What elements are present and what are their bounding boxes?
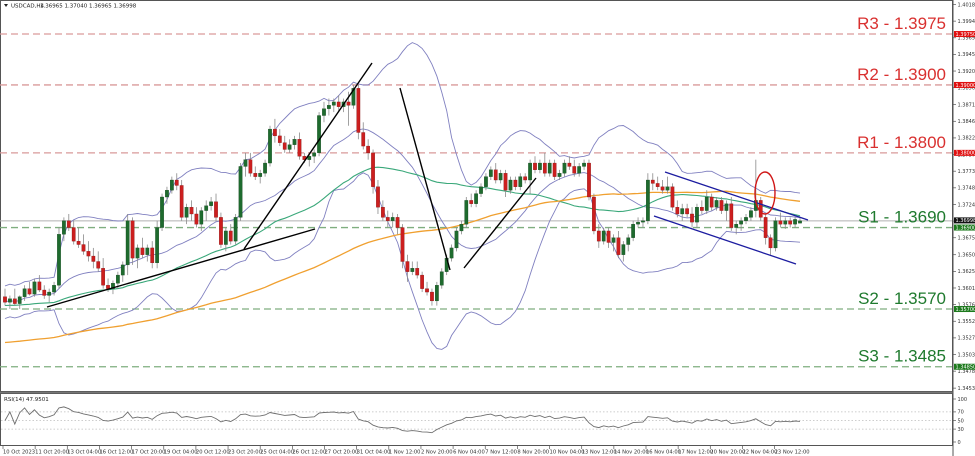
level-price-tag bbox=[954, 31, 975, 38]
time-tick: 1 Nov 12:00 bbox=[389, 450, 421, 456]
level-price-tag bbox=[954, 363, 975, 370]
price-tick: 1.36255 bbox=[958, 269, 975, 275]
svg-text:1.35700: 1.35700 bbox=[956, 307, 975, 313]
bollinger-upper-line bbox=[4, 42, 801, 287]
trend-drawings bbox=[46, 62, 809, 308]
price-tick: 1.34785 bbox=[958, 369, 975, 375]
level-price-tag bbox=[954, 306, 975, 313]
time-tick: 23 Oct 20:00 bbox=[228, 450, 262, 456]
svg-text:1.36900: 1.36900 bbox=[956, 225, 975, 231]
price-tick: 1.39205 bbox=[958, 69, 975, 75]
ohlc-values: 1.36965 1.37040 1.36965 1.36998 bbox=[40, 4, 137, 10]
rsi-line bbox=[4, 406, 801, 434]
current-price-tag bbox=[954, 217, 975, 224]
time-tick: 17 Oct 20:00 bbox=[132, 450, 166, 456]
highlight-ellipse bbox=[754, 171, 776, 215]
level-label-s1: S1 - 1.3690 bbox=[858, 208, 946, 227]
level-label-r1: R1 - 1.3800 bbox=[857, 133, 946, 152]
svg-text:1.34850: 1.34850 bbox=[956, 365, 975, 371]
price-tick: 1.38960 bbox=[958, 85, 975, 91]
time-tick: 10 Oct 2023 bbox=[3, 450, 35, 456]
symbol-label: USDCAD,H4 bbox=[11, 4, 44, 10]
svg-text:1.38000: 1.38000 bbox=[956, 151, 975, 157]
time-tick: 11 Oct 20:00 bbox=[35, 450, 69, 456]
svg-text:1.39000: 1.39000 bbox=[956, 83, 975, 89]
level-label-s3: S3 - 1.3485 bbox=[858, 347, 946, 366]
time-tick: 14 Nov 20:00 bbox=[614, 450, 649, 456]
time-tick: 6 Nov 04:00 bbox=[453, 450, 485, 456]
time-tick: 31 Oct 04:00 bbox=[357, 450, 391, 456]
price-tick: 1.38465 bbox=[958, 119, 975, 125]
rsi-tick: 70 bbox=[958, 410, 964, 416]
time-tick: 17 Nov 12:00 bbox=[678, 450, 713, 456]
price-tick: 1.34535 bbox=[958, 386, 975, 392]
time-tick: 16 Nov 04:00 bbox=[646, 450, 681, 456]
rsi-label: RSI(14) 47.9501 bbox=[4, 397, 49, 403]
price-tick: 1.39695 bbox=[958, 36, 975, 42]
level-price-tag bbox=[954, 81, 975, 88]
level-label-r3: R3 - 1.3975 bbox=[857, 14, 946, 33]
trendline-descending bbox=[399, 87, 451, 271]
channel-upper-line bbox=[664, 171, 809, 221]
trendline-ascending-short bbox=[463, 177, 537, 269]
chart-header: USDCAD,H4 1.36965 1.37040 1.36965 1.3699… bbox=[4, 4, 137, 10]
level-price-tag bbox=[954, 149, 975, 156]
rsi-panel: 100 70 50 30 0 bbox=[1, 397, 967, 446]
time-tick: 23 Nov 12:00 bbox=[775, 450, 810, 456]
time-tick: 22 Nov 04:00 bbox=[742, 450, 777, 456]
collapse-triangle-icon[interactable] bbox=[4, 4, 8, 7]
rsi-tick: 100 bbox=[958, 397, 968, 403]
time-tick: 13 Nov 12:00 bbox=[582, 450, 617, 456]
price-tick: 1.37240 bbox=[958, 202, 975, 208]
price-tick: 1.35520 bbox=[958, 319, 975, 325]
time-tick: 7 Nov 12:00 bbox=[485, 450, 517, 456]
price-tick: 1.39450 bbox=[958, 52, 975, 58]
trendline-ascending-steep bbox=[243, 62, 373, 250]
price-tick: 1.38710 bbox=[958, 102, 975, 108]
svg-text:1.39750: 1.39750 bbox=[956, 32, 975, 38]
candlesticks bbox=[3, 84, 802, 310]
price-tick: 1.38220 bbox=[958, 136, 975, 142]
svg-text:1.36998: 1.36998 bbox=[956, 218, 975, 224]
channel-lower-line bbox=[653, 215, 797, 265]
time-tick: 19 Oct 04:00 bbox=[164, 450, 198, 456]
level-label-s2: S2 - 1.3570 bbox=[858, 289, 946, 308]
time-tick: 27 Oct 20:00 bbox=[325, 450, 359, 456]
time-tick: 2 Nov 20:00 bbox=[421, 450, 453, 456]
time-tick: 16 Oct 12:00 bbox=[99, 450, 133, 456]
price-tick: 1.39940 bbox=[958, 19, 975, 25]
price-tick: 1.36750 bbox=[958, 236, 975, 242]
level-label-r2: R2 - 1.3900 bbox=[857, 65, 946, 84]
time-tick: 20 Oct 12:00 bbox=[196, 450, 230, 456]
time-tick: 25 Oct 04:00 bbox=[260, 450, 294, 456]
price-tick: 1.36500 bbox=[958, 253, 975, 259]
price-axis[interactable]: 1.40185 1.39940 1.39695 1.39450 1.39205 1.389… bbox=[952, 0, 975, 456]
time-tick: 8 Nov 20:00 bbox=[517, 450, 549, 456]
time-tick: 10 Nov 04:00 bbox=[550, 450, 585, 456]
price-tick: 1.35030 bbox=[958, 352, 975, 358]
price-tick: 1.36010 bbox=[958, 286, 975, 292]
time-tick: 13 Oct 04:00 bbox=[67, 450, 101, 456]
price-tick: 1.37730 bbox=[958, 169, 975, 175]
price-tick: 1.40185 bbox=[958, 2, 975, 8]
price-tick: 1.35275 bbox=[958, 336, 975, 342]
price-tick: 1.35765 bbox=[958, 302, 975, 308]
level-labels: R3 - 1.3975 R2 - 1.3900 R1 - 1.3800 S1 - 1.… bbox=[857, 14, 946, 366]
price-tick: 1.37485 bbox=[958, 186, 975, 192]
level-price-tag bbox=[954, 224, 975, 231]
moving-average-green-line bbox=[4, 166, 801, 307]
rsi-tick: 50 bbox=[958, 418, 964, 424]
rsi-panel-frame bbox=[0, 393, 953, 446]
time-tick: 20 Nov 20:00 bbox=[710, 450, 745, 456]
trendline-ascending-long bbox=[46, 228, 316, 308]
time-tick: 26 Oct 12:00 bbox=[292, 450, 326, 456]
rsi-tick: 30 bbox=[958, 427, 964, 433]
rsi-tick: 0 bbox=[958, 440, 961, 446]
